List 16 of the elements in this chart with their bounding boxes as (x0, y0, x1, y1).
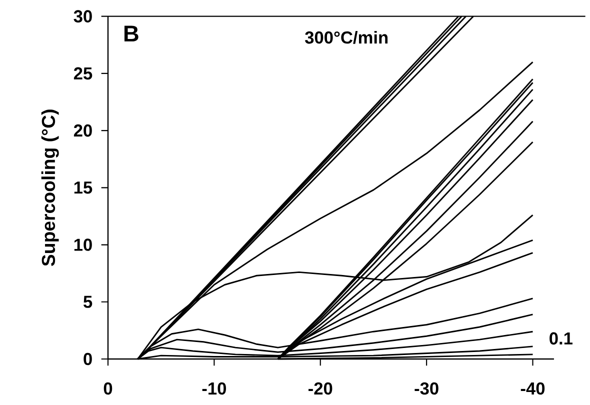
y-tick-label: 0 (84, 352, 92, 366)
x-tick-label: 0 (104, 382, 112, 395)
y-tick-label: 30 (74, 10, 92, 22)
y-tick-label: 25 (74, 67, 92, 80)
y-axis-title: Supercooling (°C) (41, 110, 59, 266)
x-tick-label: -40 (520, 382, 545, 395)
x-tick-label: -20 (308, 382, 332, 395)
annotation: 0.1 (550, 332, 572, 345)
annotation: B (124, 26, 138, 42)
y-tick-label: 5 (84, 296, 92, 308)
annotation: 300°C/min (305, 30, 388, 44)
y-tick-label: 10 (74, 238, 92, 251)
x-tick-label: -30 (414, 382, 438, 395)
y-tick-label: 15 (74, 182, 92, 194)
x-tick-label: -10 (202, 382, 226, 395)
y-tick-label: 20 (74, 124, 92, 137)
